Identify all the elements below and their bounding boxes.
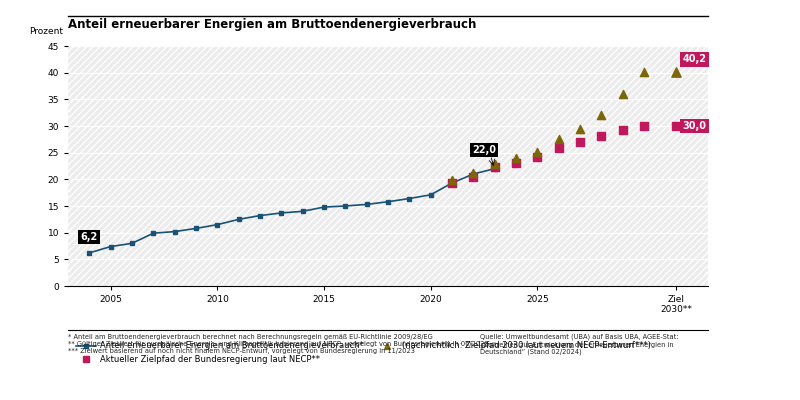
Aktueller Zielpfad der Bundesregierung laut NECP** <box>595 132 608 139</box>
Anteil erneuerbarer Energien am Bruttoendenergieverbrauch* <box>255 213 265 218</box>
Aktueller Zielpfad der Bundesregierung laut NECP** <box>467 174 480 180</box>
Aktueller Zielpfad der Bundesregierung laut NECP** <box>574 139 586 145</box>
Aktueller Zielpfad der Bundesregierung laut NECP** <box>531 154 544 160</box>
Legend: Anteil erneuerbarer Energien am Bruttoendenergieverbrauch*, Aktueller Zielpfad d: Anteil erneuerbarer Energien am Bruttoen… <box>72 338 654 367</box>
(nachrichtlich: Zielpfad 2030 laut neuem NECP-Entwurf***): (2.02e+03, 24): Zielpfad 2030 laut neuem NECP-Entwurf***… <box>510 155 522 161</box>
(nachrichtlich: Zielpfad 2030 laut neuem NECP-Entwurf***): (2.03e+03, 27.5): Zielpfad 2030 laut neuem NECP-Entwurf***… <box>552 136 565 142</box>
Anteil erneuerbarer Energien am Bruttoendenergieverbrauch* <box>447 181 457 186</box>
Aktueller Zielpfad der Bundesregierung laut NECP** <box>638 123 650 129</box>
(nachrichtlich: Zielpfad 2030 laut neuem NECP-Entwurf***): (2.02e+03, 25.2): Zielpfad 2030 laut neuem NECP-Entwurf***… <box>531 148 544 155</box>
Anteil erneuerbarer Energien am Bruttoendenergieverbrauch* <box>191 226 201 231</box>
Text: 30,0: 30,0 <box>682 121 706 131</box>
(nachrichtlich: Zielpfad 2030 laut neuem NECP-Entwurf***): (2.02e+03, 22.8): Zielpfad 2030 laut neuem NECP-Entwurf***… <box>488 161 501 168</box>
Anteil erneuerbarer Energien am Bruttoendenergieverbrauch* <box>85 250 94 255</box>
Text: 40,2: 40,2 <box>682 54 706 64</box>
(nachrichtlich: Zielpfad 2030 laut neuem NECP-Entwurf***): (2.03e+03, 40.2): Zielpfad 2030 laut neuem NECP-Entwurf***… <box>638 68 650 75</box>
Text: 6,2: 6,2 <box>81 232 98 242</box>
Anteil erneuerbarer Energien am Bruttoendenergieverbrauch* <box>362 202 371 207</box>
(nachrichtlich: Zielpfad 2030 laut neuem NECP-Entwurf***): (2.03e+03, 29.5): Zielpfad 2030 laut neuem NECP-Entwurf***… <box>574 126 586 132</box>
Anteil erneuerbarer Energien am Bruttoendenergieverbrauch* <box>383 199 393 204</box>
Aktueller Zielpfad der Bundesregierung laut NECP** <box>446 180 458 186</box>
Text: * Anteil am Bruttoendenergieverbrauch berechnet nach Berechnungsregeln gemäß EU-: * Anteil am Bruttoendenergieverbrauch be… <box>68 334 489 354</box>
(nachrichtlich: Zielpfad 2030 laut neuem NECP-Entwurf***): (2.03e+03, 36): Zielpfad 2030 laut neuem NECP-Entwurf***… <box>616 91 629 97</box>
Text: Anteil erneuerbarer Energien am Bruttoendenergieverbrauch: Anteil erneuerbarer Energien am Bruttoen… <box>68 18 476 31</box>
Aktueller Zielpfad der Bundesregierung laut NECP** <box>510 160 522 166</box>
Point <box>670 68 682 75</box>
Anteil erneuerbarer Energien am Bruttoendenergieverbrauch* <box>170 229 179 234</box>
Text: 22,0: 22,0 <box>472 145 496 155</box>
Anteil erneuerbarer Energien am Bruttoendenergieverbrauch* <box>298 209 307 214</box>
(nachrichtlich: Zielpfad 2030 laut neuem NECP-Entwurf***): (2.03e+03, 32): Zielpfad 2030 laut neuem NECP-Entwurf***… <box>595 112 608 118</box>
Text: Quelle: Umweltbundesamt (UBA) auf Basis UBA, AGEE-Stat:
„Zeitreihen zur Entwickl: Quelle: Umweltbundesamt (UBA) auf Basis … <box>480 334 678 355</box>
(nachrichtlich: Zielpfad 2030 laut neuem NECP-Entwurf***): (2.02e+03, 19.8): Zielpfad 2030 laut neuem NECP-Entwurf***… <box>446 177 458 184</box>
(nachrichtlich: Zielpfad 2030 laut neuem NECP-Entwurf***): (2.02e+03, 21.2): Zielpfad 2030 laut neuem NECP-Entwurf***… <box>467 170 480 176</box>
Aktueller Zielpfad der Bundesregierung laut NECP** <box>552 145 565 152</box>
Anteil erneuerbarer Energien am Bruttoendenergieverbrauch* <box>149 231 158 236</box>
Line: Anteil erneuerbarer Energien am Bruttoendenergieverbrauch*: Anteil erneuerbarer Energien am Bruttoen… <box>87 166 497 255</box>
Anteil erneuerbarer Energien am Bruttoendenergieverbrauch* <box>277 210 286 215</box>
Anteil erneuerbarer Energien am Bruttoendenergieverbrauch* <box>405 196 414 201</box>
Point <box>670 123 682 129</box>
Anteil erneuerbarer Energien am Bruttoendenergieverbrauch* <box>127 241 137 246</box>
Anteil erneuerbarer Energien am Bruttoendenergieverbrauch* <box>490 166 499 171</box>
Anteil erneuerbarer Energien am Bruttoendenergieverbrauch* <box>319 205 329 210</box>
Text: Prozent: Prozent <box>30 27 64 36</box>
Anteil erneuerbarer Energien am Bruttoendenergieverbrauch* <box>213 222 222 227</box>
Anteil erneuerbarer Energien am Bruttoendenergieverbrauch* <box>341 204 350 208</box>
Aktueller Zielpfad der Bundesregierung laut NECP** <box>616 127 629 134</box>
Anteil erneuerbarer Energien am Bruttoendenergieverbrauch* <box>469 172 478 176</box>
Anteil erneuerbarer Energien am Bruttoendenergieverbrauch* <box>234 217 243 222</box>
Aktueller Zielpfad der Bundesregierung laut NECP** <box>488 164 501 170</box>
Anteil erneuerbarer Energien am Bruttoendenergieverbrauch* <box>426 192 435 197</box>
Anteil erneuerbarer Energien am Bruttoendenergieverbrauch* <box>106 244 115 249</box>
